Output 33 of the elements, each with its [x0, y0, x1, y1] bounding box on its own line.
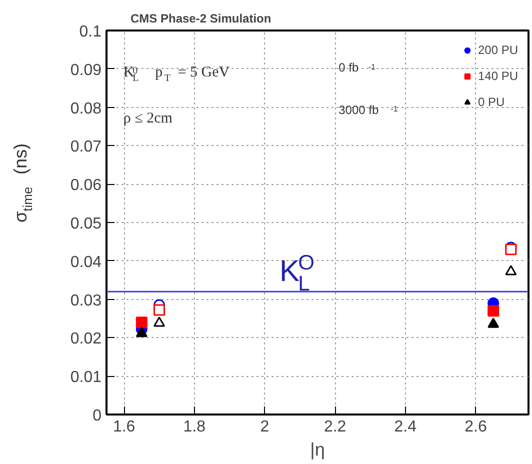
chart-title: CMS Phase-2 Simulation — [130, 12, 272, 26]
point — [488, 318, 500, 328]
y-tick-label: 0.06 — [70, 177, 102, 194]
annotation: 0 fb-1 — [338, 60, 376, 75]
point — [488, 305, 500, 317]
legend-label: 140 PU — [478, 69, 518, 83]
legend-label: 0 PU — [478, 95, 505, 109]
y-tick-label: 0.1 — [79, 24, 102, 40]
y-axis-title: σtime (ns) — [10, 143, 35, 222]
x-tick-label: 2.6 — [464, 418, 487, 436]
y-tick-label: 0.09 — [70, 62, 102, 79]
x-tick-label: 2.4 — [394, 418, 417, 436]
y-tick-label: 0.02 — [70, 330, 102, 348]
y-tick-label: 0.01 — [70, 369, 102, 386]
x-tick-label: 1.8 — [183, 418, 206, 436]
y-tick-label: 0.08 — [70, 100, 102, 118]
point — [154, 304, 165, 316]
point — [154, 316, 165, 327]
y-tick-label: 0.05 — [70, 216, 102, 232]
y-tick-label: 0.03 — [70, 292, 102, 310]
legend-label: 200 PU — [478, 43, 518, 57]
point — [136, 316, 148, 328]
y-tick-label: 0.07 — [70, 138, 102, 156]
annotation: ρ ≤ 2cm — [123, 110, 173, 126]
x-tick-label: 2 — [260, 418, 270, 436]
point — [136, 326, 148, 338]
point — [505, 265, 517, 276]
x-tick-label: 2.2 — [324, 418, 346, 436]
y-tick-label: 0 — [92, 408, 102, 424]
annotation: 3000 fb-1 — [338, 102, 398, 117]
y-tick-label: 0.04 — [70, 254, 102, 271]
x-tick-label: 1.6 — [112, 418, 136, 436]
x-axis-title: |η — [310, 440, 325, 460]
